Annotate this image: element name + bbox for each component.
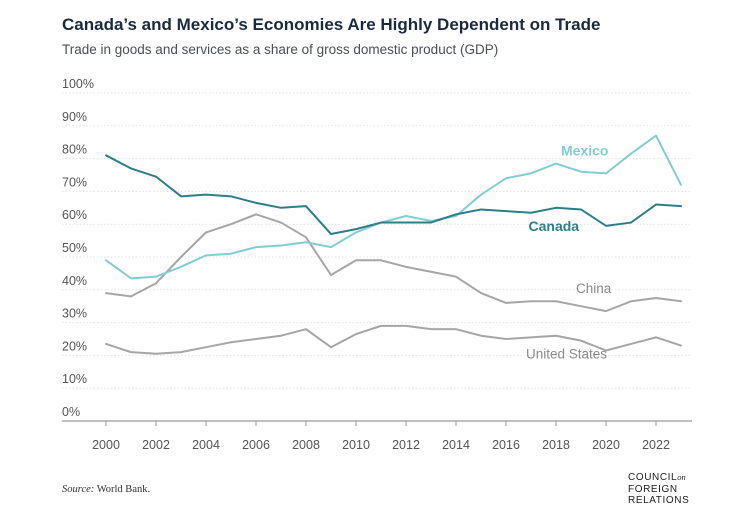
- x-tick-label: 2012: [392, 438, 420, 452]
- chart-title: Canada’s and Mexico’s Economies Are High…: [62, 15, 601, 34]
- y-tick-label: 50%: [62, 241, 87, 255]
- series-label-canada: Canada: [529, 218, 580, 234]
- x-tick-label: 2010: [342, 438, 370, 452]
- logo-line-1-small: on: [677, 472, 686, 482]
- cfr-logo: COUNCILon FOREIGN RELATIONS: [628, 472, 689, 507]
- x-tick-label: 2022: [642, 438, 670, 452]
- x-tick-label: 2020: [592, 438, 620, 452]
- y-tick-label: 60%: [62, 208, 87, 222]
- source-note: Source: World Bank.: [62, 484, 150, 495]
- series-line-canada: [105, 154, 682, 236]
- series-labels: Mexico Canada China United States: [526, 142, 612, 361]
- y-tick-label: 30%: [62, 307, 87, 321]
- y-tick-label: 40%: [62, 274, 87, 288]
- x-tick-label: 2006: [242, 438, 270, 452]
- y-tick-label: 20%: [62, 339, 87, 353]
- y-tick-label: 90%: [62, 110, 87, 124]
- series-label-china: China: [576, 281, 612, 296]
- y-tick-label: 80%: [62, 143, 87, 157]
- source-text: World Bank.: [94, 484, 151, 495]
- x-tick-label: 2002: [142, 438, 170, 452]
- series-lines: [105, 134, 682, 355]
- logo-line-3: RELATIONS: [628, 495, 690, 506]
- series-line-united-states: [105, 324, 682, 355]
- series-label-united-states: United States: [526, 347, 607, 362]
- chart-subtitle: Trade in goods and services as a share o…: [62, 42, 499, 57]
- logo-line-2: FOREIGN: [628, 483, 678, 495]
- series-line-mexico: [105, 134, 682, 280]
- y-tick-label: 70%: [62, 175, 87, 189]
- x-tick-label: 2008: [292, 438, 320, 452]
- x-tick-label: 2016: [492, 438, 520, 452]
- y-tick-label: 10%: [62, 372, 87, 386]
- series-label-mexico: Mexico: [561, 142, 608, 158]
- y-tick-label: 100%: [62, 77, 94, 91]
- y-axis-ticks: 0% 10% 20% 30% 40% 50% 60% 70% 80% 90% 100%: [62, 77, 94, 419]
- x-tick-label: 2004: [192, 438, 220, 452]
- source-label: Source:: [62, 484, 95, 495]
- x-tick-label: 2018: [542, 438, 570, 452]
- gridlines: [62, 92, 692, 422]
- x-tick-label: 2014: [442, 438, 470, 452]
- y-tick-label: 0%: [62, 405, 80, 419]
- x-tick-label: 2000: [92, 438, 120, 452]
- x-axis-ticks: 2000 2002 2004 2006 2008 2010 2012 2014 2016 2018…: [92, 421, 670, 452]
- logo-line-1: COUNCIL: [628, 472, 678, 483]
- series-line-china: [105, 213, 682, 313]
